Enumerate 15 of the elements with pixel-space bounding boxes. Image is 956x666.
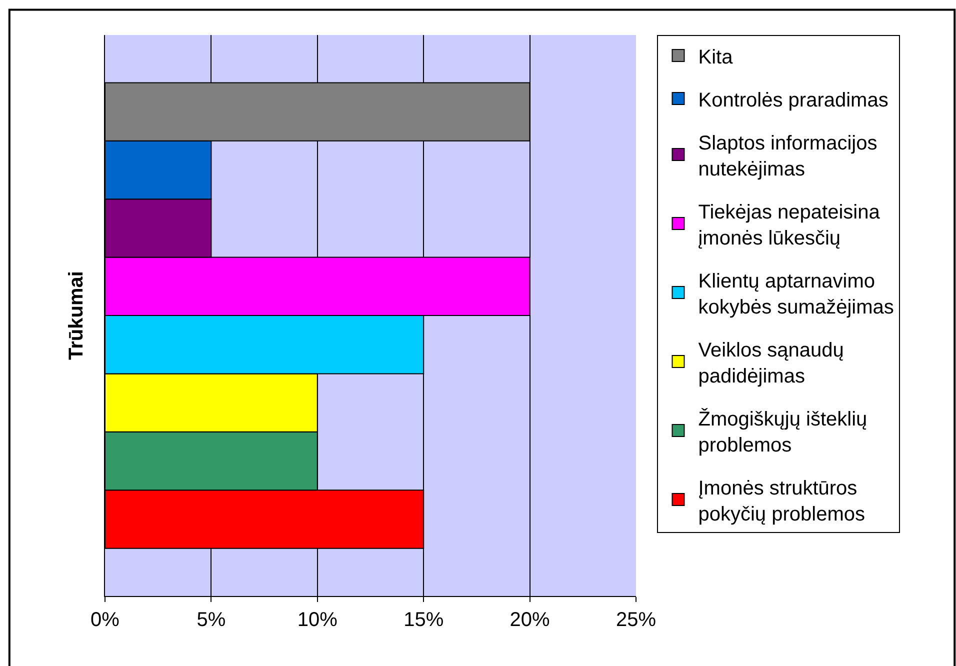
legend-label: Tiekėjas nepateisina įmonės lūkesčių [698, 201, 881, 250]
legend-label: Slaptos informacijos nutekėjimas [698, 132, 878, 180]
legend-label: Žmogiškųjų išteklių problemos [698, 407, 868, 456]
legend-label: Kita [698, 46, 734, 68]
legend-label: Kontrolės praradimas [698, 89, 888, 112]
x-tick-label: 25% [616, 609, 656, 631]
x-tick-label: 20% [510, 609, 550, 631]
x-tick-label: 0% [90, 609, 120, 631]
legend-label: Klientų aptarnavimo kokybės sumažėjimas [698, 270, 894, 318]
x-tick-label: 15% [404, 609, 444, 631]
x-tick-label: 5% [196, 609, 226, 631]
y-axis-title: Trūkumai [66, 271, 88, 360]
x-tick-label: 10% [297, 609, 338, 631]
legend-label: Veiklos sąnaudų padidėjimas [698, 339, 844, 388]
legend-label: Įmonės struktūros pokyčių problemos [698, 477, 865, 526]
